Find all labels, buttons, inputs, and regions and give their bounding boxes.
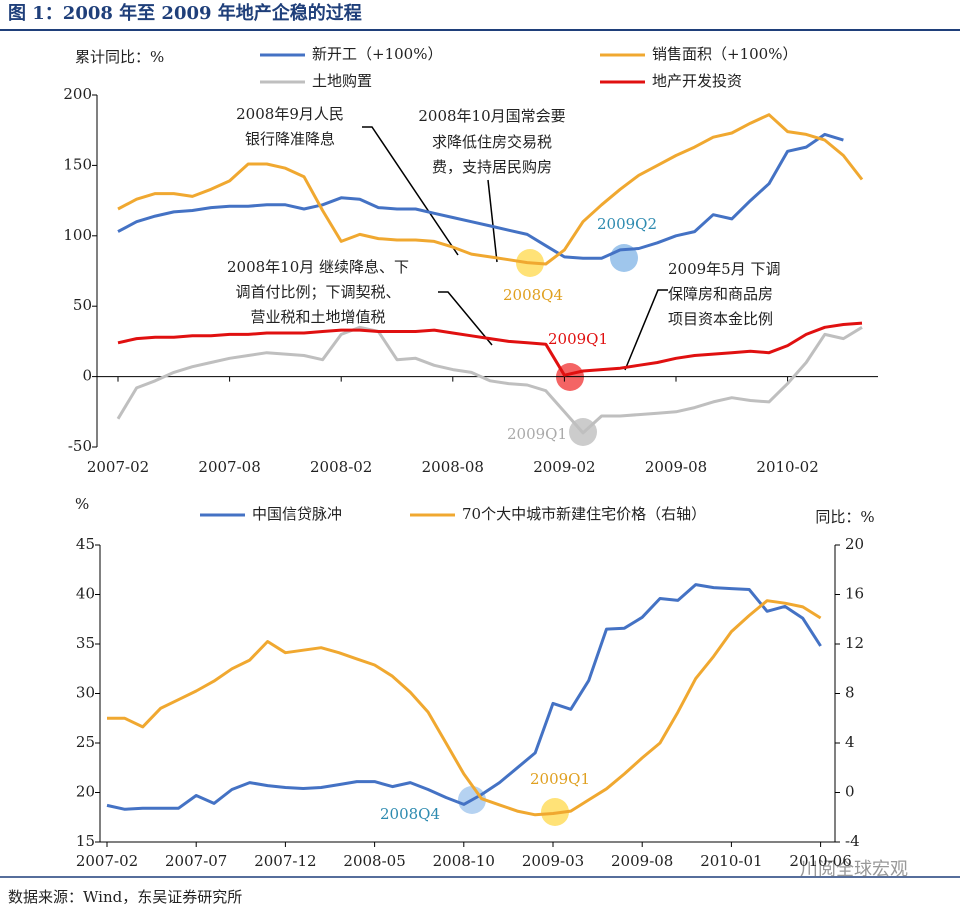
series-line [117, 113, 864, 266]
y2-tick-label: 4 [845, 733, 855, 751]
x-tick-label: 2009-02 [533, 458, 595, 476]
x-tick-label: 2009-03 [522, 852, 584, 870]
y2-tick-label: 8 [845, 684, 855, 702]
x-tick-label: 2007-12 [254, 852, 316, 870]
y-tick-label: 0 [82, 367, 92, 385]
series-line [107, 599, 822, 817]
x-tick-label: 2008-10 [433, 852, 495, 870]
pointer [624, 289, 668, 371]
pointer [487, 179, 498, 263]
x-tick-label: 2010-01 [700, 852, 762, 870]
y-tick-label: 20 [76, 783, 95, 801]
callout: 2009Q1 [548, 330, 608, 348]
y-tick-label: 25 [76, 733, 95, 751]
watermark: 川阅全球宏观 [800, 859, 908, 880]
y-tick-label: -50 [68, 437, 92, 455]
y-tick-label: 50 [73, 296, 92, 314]
y-tick-label: 30 [76, 684, 95, 702]
annotation: 2008年10月国常会要 [418, 107, 565, 125]
annotation: 2009年5月 下调 [668, 260, 781, 278]
x-tick-label: 2008-05 [343, 852, 405, 870]
legend-label: 土地购置 [312, 72, 372, 90]
legend-label: 中国信贷脉冲 [252, 505, 342, 523]
y-tick-label: 100 [63, 226, 92, 244]
y2-axis-label: 同比：% [815, 508, 874, 526]
x-tick-label: 2010-06 [789, 852, 851, 870]
callout: 2008Q4 [503, 286, 563, 304]
y-tick-label: 200 [63, 85, 92, 103]
x-tick-label: 2009-08 [645, 458, 707, 476]
x-tick-label: 2010-02 [756, 458, 818, 476]
y2-tick-label: -4 [845, 832, 860, 850]
page-title: 图 1：2008 年至 2009 年地产企稳的过程 [8, 2, 362, 24]
annotation: 项目资本金比例 [668, 310, 773, 328]
x-tick-label: 2009-08 [611, 852, 673, 870]
x-tick-label: 2008-02 [310, 458, 372, 476]
series-line [117, 321, 863, 377]
annotation: 2008年10月 继续降息、下 [227, 258, 409, 276]
x-tick-label: 2007-07 [165, 852, 227, 870]
legend-label: 70个大中城市新建住宅价格（右轴） [462, 505, 706, 523]
series-line [106, 583, 822, 811]
y2-tick-label: 12 [845, 634, 864, 652]
annotation: 求降低住房交易税 [432, 133, 552, 151]
callout: 2009Q1 [530, 770, 590, 788]
series-line [117, 132, 844, 260]
y2-tick-label: 20 [845, 535, 864, 553]
series-line [116, 325, 863, 435]
annotation: 费，支持居民购房 [432, 158, 552, 176]
x-tick-label: 2007-08 [198, 458, 260, 476]
pointer [438, 291, 493, 346]
legend-label: 销售面积（+100%） [652, 45, 797, 63]
x-tick-label: 2007-02 [87, 458, 149, 476]
legend-label: 地产开发投资 [652, 72, 742, 90]
y-tick-label: 150 [63, 155, 92, 173]
y-axis-label: 累计同比：% [75, 48, 164, 66]
y2-tick-label: 0 [845, 783, 855, 801]
annotation: 调首付比例；下调契税、 [235, 283, 400, 301]
callout: 2009Q2 [597, 215, 657, 233]
y-tick-label: 15 [76, 832, 95, 850]
source: 数据来源：Wind，东吴证券研究所 [8, 888, 242, 906]
callout: 2008Q4 [380, 805, 440, 823]
y-axis-label: % [75, 495, 89, 513]
y-tick-label: 40 [76, 585, 95, 603]
annotation: 营业税和土地增值税 [250, 308, 385, 326]
x-tick-label: 2008-08 [422, 458, 484, 476]
annotation: 保障房和商品房 [668, 285, 773, 303]
annotation: 2008年9月人民 [236, 105, 344, 123]
y-tick-label: 45 [76, 535, 95, 553]
annotation: 银行降准降息 [245, 130, 335, 148]
legend-label: 新开工（+100%） [312, 45, 442, 63]
y-tick-label: 35 [76, 634, 95, 652]
x-tick-label: 2007-02 [76, 852, 138, 870]
y2-tick-label: 16 [845, 585, 864, 603]
callout: 2009Q1 [507, 425, 567, 443]
